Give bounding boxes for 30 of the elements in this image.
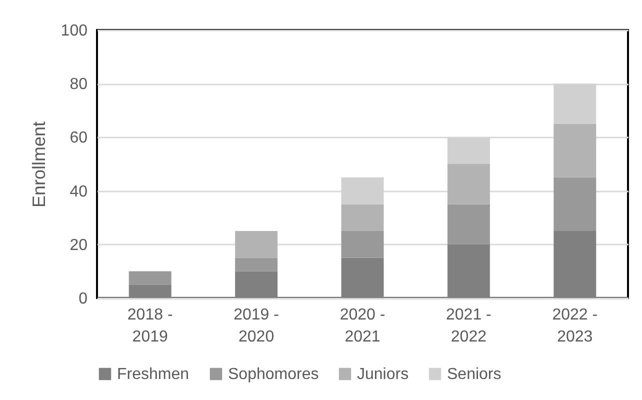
bar	[128, 271, 172, 285]
y-tick-label: 80	[70, 76, 88, 94]
y-tick-label: 0	[78, 290, 88, 308]
y-tick-label: 20	[70, 236, 88, 254]
y-axis-title: Enrollment	[28, 121, 49, 208]
x-tick-label: 2022 - 2023	[552, 306, 598, 346]
bar	[554, 124, 596, 178]
bar	[128, 284, 172, 298]
bar	[447, 204, 490, 244]
bar	[235, 258, 278, 272]
x-tick-label: 2018 - 2019	[127, 306, 173, 346]
bar	[554, 231, 596, 298]
bar	[341, 204, 384, 231]
bar	[341, 258, 384, 298]
x-tick-label: 2021 - 2022	[446, 306, 492, 346]
bar	[235, 231, 278, 258]
bar	[447, 164, 490, 204]
bar	[554, 177, 596, 231]
legend-label: Seniors	[447, 366, 502, 383]
x-tick-label: 2020 - 2021	[340, 306, 386, 346]
legend-label: Freshmen	[117, 366, 190, 383]
legend-label: Sophomores	[228, 366, 319, 383]
y-tick-label: 40	[70, 183, 88, 200]
y-tick-label: 100	[60, 22, 88, 40]
legend-label: Juniors	[357, 366, 409, 383]
bar	[235, 271, 278, 298]
y-tick-label: 60	[70, 130, 88, 147]
bar	[341, 231, 384, 258]
x-tick-label: 2019 - 2020	[234, 306, 279, 346]
bar	[447, 244, 490, 298]
